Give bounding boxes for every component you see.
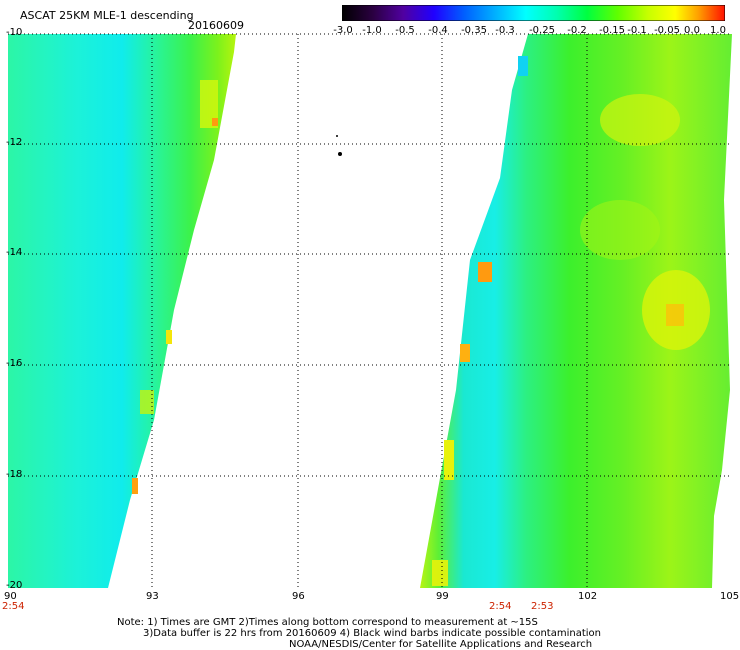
colorbar-label: 0.0: [684, 25, 700, 36]
right-swath: [420, 34, 732, 588]
lat-tick-label: -16: [6, 358, 23, 369]
colorbar: [342, 5, 725, 21]
lon-tick-label: 102: [578, 591, 598, 602]
colorbar-label: -0.25: [529, 25, 555, 36]
colorbar-label: -3.0: [333, 25, 353, 36]
colorbar-label: -1.0: [362, 25, 382, 36]
colorbar-label: -0.3: [495, 25, 515, 36]
colorbar-label: -0.05: [654, 25, 680, 36]
product-title: ASCAT 25KM MLE-1 descending: [20, 9, 194, 22]
colorbar-label: 1.0: [710, 25, 726, 36]
left-swath: [8, 34, 236, 588]
lat-tick-label: -10: [6, 27, 23, 38]
island-marker: [336, 135, 342, 156]
lon-tick-label: 96: [292, 591, 305, 602]
lat-tick-label: -12: [6, 137, 23, 148]
product-date: 20160609: [188, 19, 244, 32]
note-line-1: Note: 1) Times are GMT 2)Times along bot…: [117, 617, 538, 628]
lat-tick-label: -18: [6, 469, 23, 480]
colorbar-label: -0.2: [567, 25, 587, 36]
colorbar-label: -0.5: [395, 25, 415, 36]
lon-tick-label: 90: [4, 591, 17, 602]
colorbar-label: -0.1: [627, 25, 647, 36]
colorbar-label: -0.15: [599, 25, 625, 36]
lat-tick-label: -14: [6, 247, 23, 258]
lon-tick-label: 99: [436, 591, 449, 602]
colorbar-label: -0.4: [428, 25, 448, 36]
lat-tick-label: -20: [6, 580, 23, 591]
note-line-2: 3)Data buffer is 22 hrs from 20160609 4)…: [143, 628, 601, 639]
pass-time-right-a: 2:54: [489, 601, 512, 612]
lon-tick-label: 93: [146, 591, 159, 602]
pass-time-left: 2:54: [2, 601, 25, 612]
graticule: [8, 33, 732, 588]
colorbar-label: -0.35: [461, 25, 487, 36]
note-line-3: NOAA/NESDIS/Center for Satellite Applica…: [289, 639, 593, 650]
pass-time-right-b: 2:53: [531, 601, 554, 612]
lon-tick-label: 105: [720, 591, 740, 602]
